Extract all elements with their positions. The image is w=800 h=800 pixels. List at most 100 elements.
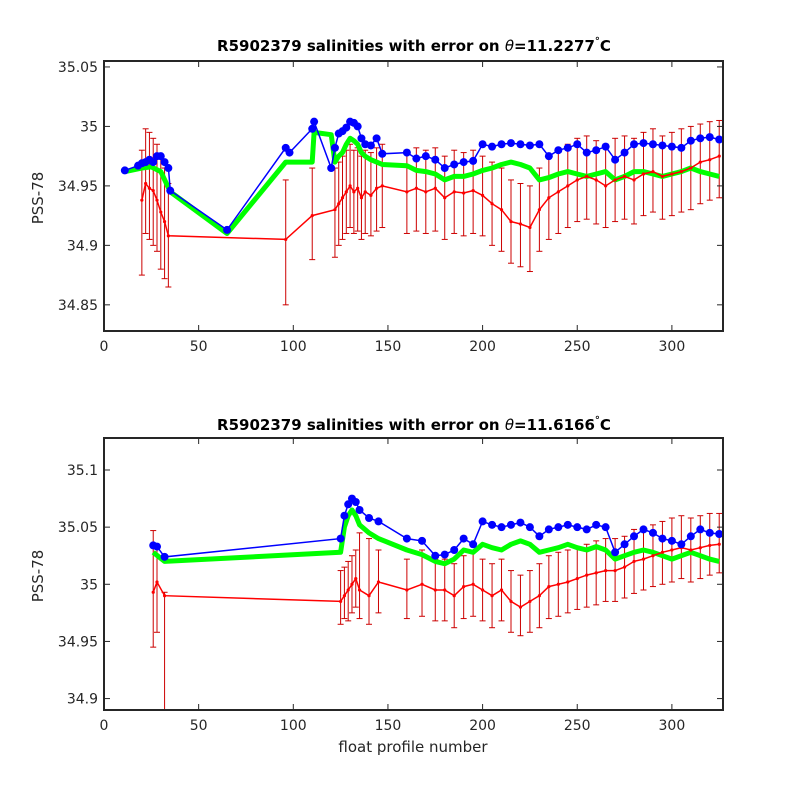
top-float-salinity-point — [478, 140, 487, 149]
top-float-salinity-point — [715, 135, 724, 144]
top-float-salinity-point — [658, 141, 667, 150]
top-calibrated-salinity-point — [414, 186, 418, 190]
bottom-calibrated-salinity-point — [632, 559, 636, 564]
top-float-salinity-point — [469, 156, 478, 165]
bottom-float-salinity-point — [535, 532, 544, 541]
top-x-tick-label: 250 — [564, 339, 591, 355]
bottom-calibrated-salinity-point — [346, 588, 350, 592]
bottom-y-tick-label: 35 — [80, 577, 98, 593]
top-float-salinity-point — [310, 117, 319, 126]
bottom-float-salinity-point — [525, 523, 534, 532]
top-float-salinity-point — [450, 160, 459, 169]
bottom-calibrated-salinity-point — [480, 588, 485, 592]
bottom-calibrated-salinity-point — [509, 599, 513, 604]
bottom-float-salinity-point — [639, 525, 648, 534]
bottom-float-salinity-point — [573, 523, 582, 532]
bottom-float-salinity-point — [648, 528, 657, 537]
top-calibrated-salinity-point — [374, 186, 379, 190]
bottom-x-axis-label: float profile number — [338, 738, 488, 756]
top-float-salinity-point — [506, 139, 515, 148]
top-y-tick-label: 34.9 — [67, 238, 98, 254]
bottom-float-salinity-point — [478, 517, 487, 526]
top-float-salinity-point — [160, 158, 169, 167]
top-calibrated-salinity-point — [509, 219, 513, 224]
bottom-float-salinity-point — [160, 552, 169, 561]
bottom-calibrated-salinity-point — [622, 565, 627, 569]
top-float-salinity-point — [488, 142, 497, 151]
bottom-float-salinity-point — [402, 534, 411, 543]
top-float-salinity-point — [459, 158, 468, 167]
top-calibrated-salinity-point — [499, 208, 504, 212]
bottom-calibrated-salinity-point — [528, 599, 532, 604]
bottom-x-tick-label: 0 — [100, 718, 109, 734]
bottom-float-salinity-point — [630, 532, 639, 541]
top-calibrated-salinity-point — [556, 190, 560, 194]
top-float-salinity-point — [525, 141, 534, 150]
top-calibrated-salinity-point — [490, 202, 494, 206]
top-x-tick-label: 300 — [659, 339, 686, 355]
bottom-float-salinity-point — [620, 540, 629, 549]
top-calibrated-salinity-point — [147, 186, 152, 190]
bottom-calibrated-salinity-point — [547, 584, 551, 589]
bottom-float-salinity-point — [601, 523, 610, 532]
bottom-calibrated-salinity-point — [367, 594, 371, 598]
top-calibrated-salinity-point — [660, 174, 665, 178]
top-calibrated-salinity-point — [480, 193, 485, 198]
top-calibrated-salinity-point — [537, 208, 541, 212]
top-float-salinity-point — [582, 148, 591, 157]
top-float-salinity-point — [677, 143, 686, 152]
top-calibrated-salinity-point — [337, 202, 341, 206]
top-float-salinity-point — [620, 148, 629, 157]
top-calibrated-salinity-point — [452, 190, 456, 194]
top-x-tick-label: 100 — [280, 339, 307, 355]
bottom-calibrated-salinity-point — [717, 542, 721, 546]
top-float-salinity-point — [149, 158, 158, 167]
bottom-calibrated-salinity-point — [537, 594, 541, 598]
top-float-salinity-point — [156, 152, 165, 161]
top-float-salinity-point — [308, 124, 317, 133]
top-calibrated-salinity-point — [433, 186, 437, 190]
bottom-float-salinity-point — [336, 534, 345, 543]
top-float-salinity-point — [327, 164, 336, 173]
bottom-float-salinity-point — [488, 520, 497, 529]
bottom-float-salinity-point — [516, 518, 525, 527]
bottom-calibrated-salinity-point — [350, 582, 354, 586]
top-calibrated-salinity-point — [679, 170, 683, 174]
top-plot-area — [120, 117, 724, 306]
bottom-float-salinity-point — [592, 520, 601, 529]
bottom-calibrated-salinity-point — [420, 582, 424, 586]
top-float-salinity-point — [223, 225, 232, 234]
bottom-calibrated-salinity-point — [518, 605, 523, 609]
bottom-calibrated-salinity-point — [342, 594, 347, 598]
bottom-calibrated-salinity-point — [499, 588, 504, 592]
bottom-float-salinity-point — [450, 546, 459, 554]
top-float-salinity-point — [611, 155, 620, 164]
top-float-salinity-point — [431, 155, 440, 164]
top-calibrated-salinity-point — [162, 219, 167, 224]
bottom-calibrated-salinity-point — [641, 557, 646, 561]
bottom-float-salinity-point — [611, 548, 620, 557]
bottom-float-salinity-point — [544, 525, 553, 534]
bottom-float-salinity-point — [667, 536, 676, 545]
bottom-float-salinity-point — [365, 514, 374, 522]
top-calibrated-salinity-point — [547, 196, 551, 200]
bottom-calibrated-salinity-point — [660, 550, 665, 554]
top-calibrated-salinity-point — [359, 196, 364, 200]
top-y-tick-label: 34.95 — [58, 179, 98, 195]
top-calibrated-salinity-point — [622, 174, 627, 178]
top-calibrated-salinity-point — [284, 237, 288, 242]
top-calibrated-salinity-point — [405, 190, 409, 194]
top-calibrated-salinity-point — [348, 184, 352, 188]
top-float-salinity-point — [372, 134, 381, 143]
top-calibrated-salinity-point — [159, 210, 163, 214]
top-float-salinity-point — [421, 152, 430, 161]
top-float-salinity-point — [648, 140, 657, 149]
top-calibrated-salinity-point — [155, 198, 159, 202]
bottom-calibrated-salinity-point — [613, 568, 617, 573]
top-calibrated-salinity-point — [140, 198, 144, 202]
bottom-float-salinity-point — [355, 506, 364, 514]
top-calibrated-salinity-point — [566, 184, 570, 188]
top-x-tick-label: 0 — [100, 339, 109, 355]
top-chart-title: R5902379 salinities with error on θ=11.2… — [217, 36, 611, 55]
bottom-float-salinity-point — [715, 530, 724, 538]
